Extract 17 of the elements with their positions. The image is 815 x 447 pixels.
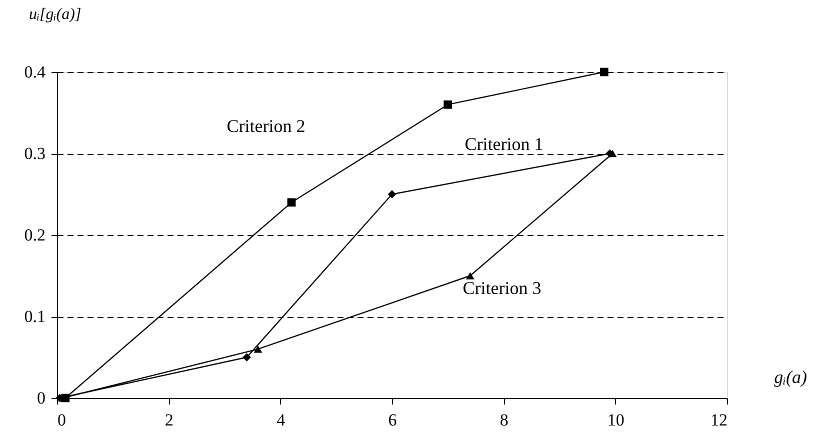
y-tick-label: 0.1 xyxy=(24,307,46,326)
x-tick-label: 10 xyxy=(607,410,624,430)
x-tick-label: 0 xyxy=(58,410,66,430)
x-tick-label: 12 xyxy=(710,410,728,430)
y-tick-label: 0.4 xyxy=(24,62,46,82)
annotation: Criterion 3 xyxy=(462,278,542,298)
y-tick-label: 0 xyxy=(37,388,46,408)
x-tick-label: 8 xyxy=(500,410,508,430)
x-tick-label: 6 xyxy=(388,410,397,430)
y-tick-label: 0.3 xyxy=(24,144,46,163)
x-tick-label: 2 xyxy=(164,410,174,430)
y-tick-label: 0.2 xyxy=(24,226,46,244)
x-tick-label: 4 xyxy=(276,410,286,430)
annotation: Criterion 2 xyxy=(226,116,306,136)
annotation: Criterion 1 xyxy=(464,134,544,154)
x-axis-title: gᵢ(a) xyxy=(774,367,807,387)
y-axis-title: uᵢ[gᵢ(a)] xyxy=(29,6,82,23)
